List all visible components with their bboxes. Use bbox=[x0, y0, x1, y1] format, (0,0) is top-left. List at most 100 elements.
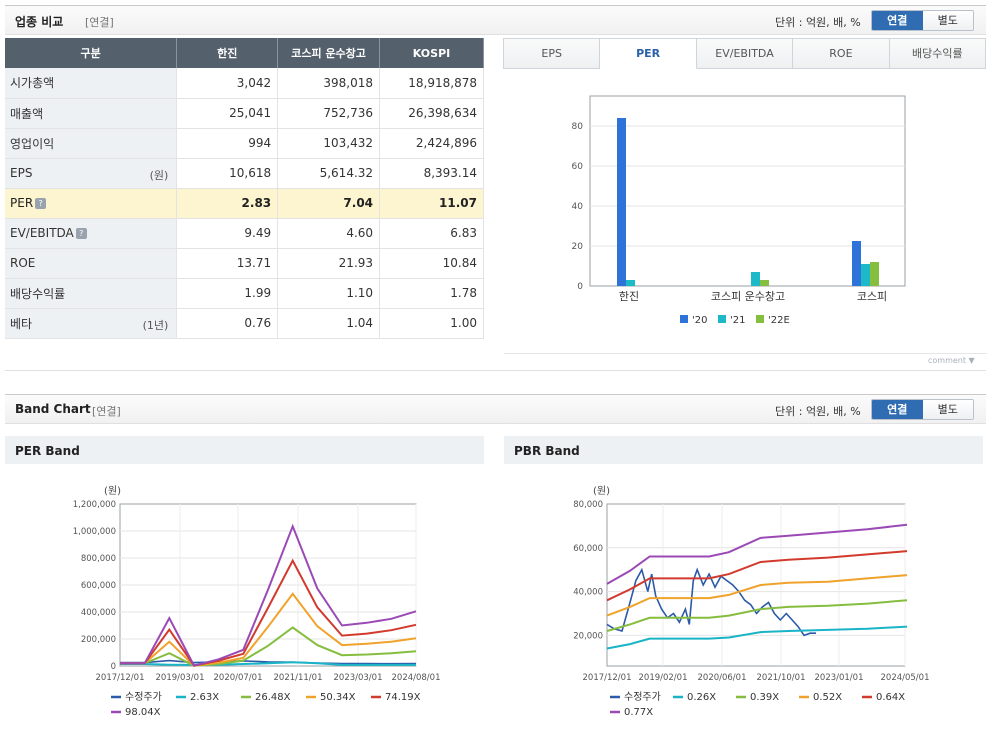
table-cell: 2,424,896 bbox=[379, 128, 484, 159]
tab--[interactable]: 배당수익률 bbox=[889, 38, 987, 69]
series-line bbox=[120, 523, 417, 667]
table-cell: 11.07 bbox=[379, 188, 484, 219]
table-cell: 26,398,634 bbox=[379, 98, 484, 129]
y-tick-label: 60 bbox=[572, 162, 584, 172]
y-tick-label: 0 bbox=[111, 662, 116, 672]
row-label: EPS (원) bbox=[5, 158, 178, 189]
table-cell: 1.78 bbox=[379, 278, 484, 309]
bar bbox=[751, 272, 760, 286]
table-cell: 1.04 bbox=[277, 308, 381, 339]
help-icon[interactable]: ? bbox=[35, 198, 47, 209]
y-tick-label: 40,000 bbox=[573, 588, 603, 598]
tab-per[interactable]: PER bbox=[600, 38, 697, 69]
toggle-separate-button[interactable]: 별도 bbox=[922, 400, 973, 419]
y-tick-label: 40 bbox=[572, 202, 584, 212]
divider bbox=[504, 353, 987, 354]
row-label: 영업이익 bbox=[5, 128, 178, 159]
y-tick-label: 1,200,000 bbox=[73, 500, 116, 510]
table-row: 시가총액 3,042 398,018 18,918,878 bbox=[5, 68, 484, 99]
legend-label: 수정주가 bbox=[125, 691, 162, 703]
comment-toggle[interactable]: comment ▼ bbox=[928, 356, 975, 365]
row-unit: (1년) bbox=[142, 318, 169, 332]
table-row: 베타 (1년) 0.76 1.04 1.00 bbox=[5, 308, 484, 339]
table-cell: 1.00 bbox=[379, 308, 484, 339]
table-cell: 752,736 bbox=[277, 98, 381, 129]
x-tick-label: 2020/07/01 bbox=[214, 673, 263, 683]
legend-label: 74.19X bbox=[385, 692, 421, 703]
x-tick-label: 2020/06/01 bbox=[698, 673, 747, 683]
x-tick-label: 2021/11/01 bbox=[274, 673, 323, 683]
x-category-label: 코스피 운수창고 bbox=[711, 290, 785, 303]
table-cell: 0.76 bbox=[176, 308, 279, 339]
band-header: Band Chart [연결] 단위 : 억원, 배, % 연결 별도 bbox=[5, 394, 986, 424]
series-line bbox=[120, 626, 417, 667]
x-tick-label: 2023/01/01 bbox=[815, 673, 864, 683]
series-line bbox=[120, 661, 416, 666]
table-row: 영업이익 994 103,432 2,424,896 bbox=[5, 128, 484, 159]
table-cell: 4.60 bbox=[277, 218, 381, 249]
legend-label: 0.52X bbox=[813, 692, 842, 703]
legend-label: 0.26X bbox=[687, 692, 716, 703]
compare-toggle: 연결 별도 bbox=[871, 10, 974, 31]
col-header: 한진 bbox=[176, 38, 279, 68]
toggle-consolidated-button[interactable]: 연결 bbox=[872, 11, 923, 30]
bar bbox=[617, 118, 626, 286]
table-row: EPS (원) 10,618 5,614.32 8,393.14 bbox=[5, 158, 484, 189]
compare-unit: 단위 : 억원, 배, % bbox=[775, 16, 861, 29]
row-label: PER? bbox=[5, 188, 178, 219]
table-cell: 398,018 bbox=[277, 68, 381, 99]
bar bbox=[852, 241, 861, 286]
x-tick-label: 2023/03/01 bbox=[334, 673, 383, 683]
x-tick-label: 2017/12/01 bbox=[96, 673, 145, 683]
x-category-label: 코스피 bbox=[857, 290, 887, 303]
x-tick-label: 2024/05/01 bbox=[881, 673, 930, 683]
toggle-consolidated-button[interactable]: 연결 bbox=[872, 400, 923, 419]
table-cell: 6.83 bbox=[379, 218, 484, 249]
tab-roe[interactable]: ROE bbox=[793, 38, 890, 69]
legend-swatch bbox=[718, 315, 726, 323]
series-line bbox=[606, 599, 908, 632]
legend-label: 0.39X bbox=[750, 692, 779, 703]
series-line bbox=[120, 592, 417, 667]
legend-label: 26.48X bbox=[255, 692, 291, 703]
series-line bbox=[606, 567, 816, 637]
series-line bbox=[606, 574, 908, 617]
legend-swatch bbox=[756, 315, 764, 323]
col-header: KOSPI bbox=[379, 38, 484, 68]
table-row: PER? 2.83 7.04 11.07 bbox=[5, 188, 484, 219]
legend-label: 0.64X bbox=[876, 692, 905, 703]
x-tick-label: 2024/08/01 bbox=[392, 673, 441, 683]
table-cell: 10.84 bbox=[379, 248, 484, 279]
col-header: 코스피 운수창고 bbox=[277, 38, 381, 68]
series-line bbox=[606, 523, 908, 585]
compare-sub: [연결] bbox=[85, 16, 114, 29]
tab-eps[interactable]: EPS bbox=[503, 38, 601, 69]
table-cell: 21.93 bbox=[277, 248, 381, 279]
pbr-band-header: PBR Band bbox=[504, 436, 983, 464]
table-cell: 994 bbox=[176, 128, 279, 159]
table-row: 매출액 25,041 752,736 26,398,634 bbox=[5, 98, 484, 129]
legend-label: '20 bbox=[692, 315, 707, 326]
y-tick-label: 80,000 bbox=[573, 500, 603, 510]
y-tick-label: 60,000 bbox=[573, 544, 603, 554]
toggle-separate-button[interactable]: 별도 bbox=[922, 11, 973, 30]
tab-ev-ebitda[interactable]: EV/EBITDA bbox=[696, 38, 794, 69]
x-tick-label: 2019/03/01 bbox=[156, 673, 205, 683]
per-bar-chart: 0 20 40 60 80 한진 코스피 운수창고 코스피 '20 '21 '22E bbox=[572, 95, 906, 326]
x-tick-label: 2019/02/01 bbox=[639, 673, 688, 683]
per-band-header: PER Band bbox=[5, 436, 484, 464]
plot-area bbox=[606, 503, 906, 667]
y-tick-label: 200,000 bbox=[81, 635, 116, 645]
bar bbox=[861, 264, 870, 286]
help-icon[interactable]: ? bbox=[75, 228, 87, 239]
divider bbox=[5, 370, 986, 371]
y-tick-label: 20 bbox=[572, 242, 584, 252]
series-line bbox=[120, 558, 417, 667]
bar bbox=[626, 280, 635, 286]
pbr-band-chart: (원) 20,000 40,000 60,000 80,000 2017/12/01 201… bbox=[573, 485, 930, 718]
y-tick-label: 600,000 bbox=[81, 581, 116, 591]
compare-table: 구분 한진 코스피 운수창고 KOSPI 시가총액 3,042 398,018 18,… bbox=[5, 38, 484, 339]
series-line bbox=[606, 625, 908, 650]
metric-tabs: EPS PER EV/EBITDA ROE 배당수익률 bbox=[503, 38, 987, 69]
table-header-row: 구분 한진 코스피 운수창고 KOSPI bbox=[5, 38, 484, 68]
